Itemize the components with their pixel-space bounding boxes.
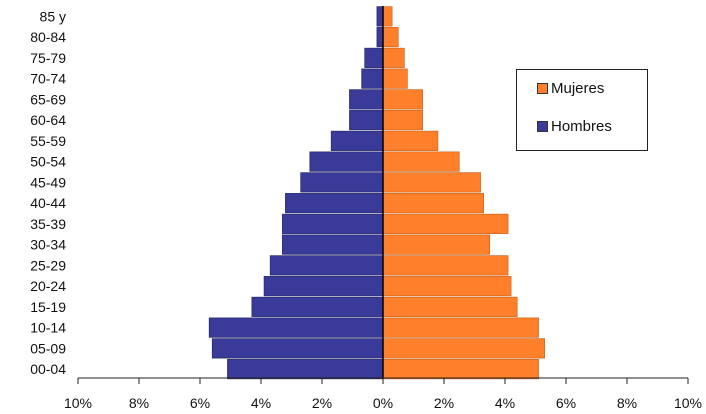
- bar-hombres-80-84: [376, 27, 384, 48]
- category-label: 00-04: [30, 361, 66, 377]
- category-label: 75-79: [30, 50, 66, 66]
- bar-mujeres-65-69: [382, 89, 423, 110]
- category-label: 10-14: [30, 320, 66, 336]
- bar-mujeres-25-29: [382, 255, 509, 276]
- category-label: 40-44: [30, 195, 66, 211]
- bar-hombres-50-54: [309, 151, 384, 172]
- category-label: 65-69: [30, 91, 66, 107]
- bar-mujeres-80-84: [382, 27, 399, 48]
- x-tick-label: 8%: [617, 395, 637, 411]
- bar-hombres-00-04: [227, 359, 384, 380]
- category-label: 50-54: [30, 154, 66, 170]
- legend-label-mujeres: Mujeres: [551, 80, 605, 97]
- bar-hombres-65-69: [349, 89, 384, 110]
- category-label: 45-49: [30, 174, 66, 190]
- x-tick-label: 10%: [674, 395, 702, 411]
- x-tick-label: 10%: [64, 395, 92, 411]
- bar-mujeres-55-59: [382, 130, 439, 151]
- category-label: 30-34: [30, 237, 66, 253]
- bar-mujeres-40-44: [382, 193, 484, 214]
- bar-hombres-55-59: [330, 130, 384, 151]
- bar-mujeres-35-39: [382, 213, 509, 234]
- bar-mujeres-15-19: [382, 296, 518, 317]
- bar-hombres-20-24: [263, 276, 384, 297]
- category-label: 80-84: [30, 29, 66, 45]
- category-label: 55-59: [30, 133, 66, 149]
- x-tick-label: 4%: [495, 395, 515, 411]
- bar-mujeres-00-04: [382, 359, 539, 380]
- bar-mujeres-60-64: [382, 110, 423, 131]
- bar-hombres-70-74: [361, 68, 384, 89]
- bar-mujeres-10-14: [382, 317, 539, 338]
- bar-mujeres-20-24: [382, 276, 512, 297]
- bar-mujeres-75-79: [382, 47, 405, 68]
- bar-mujeres-70-74: [382, 68, 408, 89]
- category-label: 60-64: [30, 112, 66, 128]
- category-label: 35-39: [30, 216, 66, 232]
- bar-hombres-10-14: [208, 317, 384, 338]
- x-tick-label: 2%: [434, 395, 454, 411]
- bar-hombres-85-y: [376, 6, 384, 27]
- bar-hombres-45-49: [300, 172, 384, 193]
- category-label: 20-24: [30, 278, 66, 294]
- bar-hombres-05-09: [211, 338, 384, 359]
- x-tick-label: 4%: [251, 395, 271, 411]
- bar-hombres-25-29: [269, 255, 384, 276]
- category-label: 05-09: [30, 340, 66, 356]
- x-tick-label: 2%: [312, 395, 332, 411]
- legend-item-hombres: Hombres: [537, 118, 612, 135]
- x-tick-label: 6%: [190, 395, 210, 411]
- bar-mujeres-50-54: [382, 151, 460, 172]
- legend-label-hombres: Hombres: [551, 118, 612, 135]
- bar-hombres-30-34: [282, 234, 384, 255]
- bar-mujeres-05-09: [382, 338, 545, 359]
- bar-hombres-60-64: [349, 110, 384, 131]
- bar-hombres-75-79: [364, 47, 384, 68]
- bar-hombres-35-39: [282, 213, 384, 234]
- legend-item-mujeres: Mujeres: [537, 80, 604, 97]
- x-tick-label: 0%: [373, 395, 393, 411]
- x-tick-label: 8%: [129, 395, 149, 411]
- bar-mujeres-30-34: [382, 234, 491, 255]
- category-label: 85 y: [40, 8, 66, 24]
- bar-hombres-15-19: [251, 296, 384, 317]
- bar-hombres-40-44: [285, 193, 384, 214]
- category-label: 15-19: [30, 299, 66, 315]
- mujeres-swatch: [537, 83, 548, 94]
- category-label: 25-29: [30, 257, 66, 273]
- legend: Mujeres Hombres: [516, 69, 648, 151]
- category-label: 70-74: [30, 71, 66, 87]
- bar-mujeres-85-y: [382, 6, 393, 27]
- bar-mujeres-45-49: [382, 172, 481, 193]
- hombres-swatch: [537, 121, 548, 132]
- x-tick-label: 6%: [556, 395, 576, 411]
